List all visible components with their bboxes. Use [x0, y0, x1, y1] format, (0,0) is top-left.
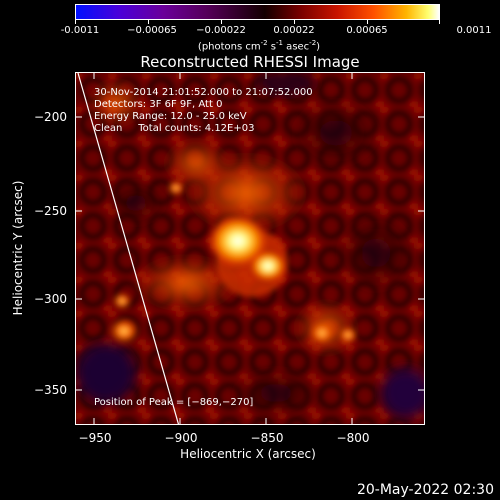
annotation-clean: Clean Total counts: 4.12E+03: [94, 123, 255, 134]
x-axis-label: Heliocentric X (arcsec): [180, 447, 316, 461]
x-tick-label: −800: [336, 431, 370, 445]
colorbar: [75, 4, 440, 20]
colorbar-label: −0.00065: [127, 25, 177, 36]
colorbar-tick: [294, 20, 295, 24]
plot-area: 30-Nov-2014 21:01:52.000 to 21:07:52.000…: [75, 72, 425, 425]
colorbar-tick: [439, 20, 440, 24]
annotation-peak-position: Position of Peak = [−869,−270]: [94, 397, 254, 408]
annotation-time-range: 30-Nov-2014 21:01:52.000 to 21:07:52.000: [94, 87, 313, 98]
annotation-detectors: Detectors: 3F 6F 9F, Att 0: [94, 99, 223, 110]
colorbar-tick: [367, 20, 368, 24]
y-tick-label: −250: [34, 204, 67, 218]
solar-limb-line: [77, 73, 180, 424]
colorbar-label: 0.00065: [346, 25, 388, 36]
x-tick-label: −950: [78, 431, 112, 445]
timestamp: 20-May-2022 02:30: [356, 482, 494, 498]
x-tick-label: −850: [250, 431, 284, 445]
colorbar-tick: [75, 20, 76, 24]
y-tick-label: −300: [34, 292, 67, 306]
colorbar-tick: [221, 20, 222, 24]
colorbar-label: 0.00022: [273, 25, 315, 36]
x-tick-label: −900: [164, 431, 198, 445]
colorbar-label: -0.0011: [60, 25, 100, 36]
y-axis-label: Heliocentric Y (arcsec): [11, 180, 25, 316]
plot-title: Reconstructed RHESSI Image: [140, 53, 360, 71]
annotation-energy: Energy Range: 12.0 - 25.0 keV: [94, 111, 247, 122]
y-tick-label: −350: [34, 383, 67, 397]
colorbar-units: (photons cm-2 s-1 asec-2): [197, 39, 321, 53]
y-tick-label: −200: [34, 110, 67, 124]
rhessi-image: [76, 73, 424, 424]
colorbar-tick: [148, 20, 149, 24]
colorbar-label: 0.0011: [456, 25, 492, 36]
colorbar-label: −0.00022: [196, 25, 246, 36]
